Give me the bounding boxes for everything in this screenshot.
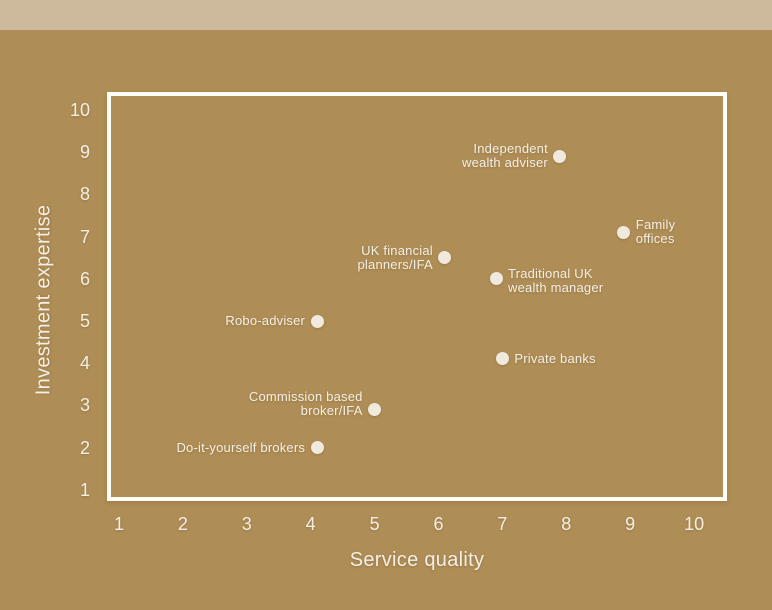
data-point-label-family-offices: Family offices xyxy=(635,217,676,247)
data-point-robo-adviser xyxy=(310,314,324,328)
data-point-family-offices xyxy=(617,225,631,239)
header-band xyxy=(0,0,772,30)
x-tick-label-6: 6 xyxy=(433,514,444,534)
x-tick-label-2: 2 xyxy=(177,514,188,534)
x-tick-label-9: 9 xyxy=(625,514,636,534)
data-point-label-independent-wealth-adviser: Independent wealth adviser xyxy=(462,141,548,171)
y-tick-label-4: 4 xyxy=(79,353,90,374)
data-point-label-private-banks: Private banks xyxy=(514,350,596,366)
x-tick-label-8: 8 xyxy=(561,514,572,534)
data-point-independent-wealth-adviser xyxy=(553,149,567,163)
data-point-do-it-yourself-brokers xyxy=(310,441,324,455)
data-point-private-banks xyxy=(495,352,509,366)
x-tick-label-1: 1 xyxy=(113,514,124,534)
plot-frame xyxy=(107,92,727,501)
data-point-label-robo-adviser: Robo-adviser xyxy=(225,313,306,328)
y-tick-label-8: 8 xyxy=(79,184,90,205)
data-point-commission-based-broker-ifa xyxy=(368,403,382,417)
data-point-label-traditional-uk-wealth-manager: Traditional UK wealth manager xyxy=(508,265,604,295)
x-tick-label-4: 4 xyxy=(305,514,316,534)
y-tick-label-10: 10 xyxy=(69,100,90,120)
data-point-label-uk-financial-planners-ifa: UK financial planners/IFA xyxy=(357,242,433,272)
data-point-traditional-uk-wealth-manager xyxy=(489,272,503,286)
y-tick-label-9: 9 xyxy=(79,142,90,163)
x-tick-label-10: 10 xyxy=(684,514,705,534)
plot-area: Independent wealth adviser Family offices UK… xyxy=(111,96,723,497)
data-point-label-commission-based-broker-ifa: Commission based broker/IFA xyxy=(248,388,363,418)
data-point-label-do-it-yourself-brokers: Do-it-yourself brokers xyxy=(176,439,306,455)
y-tick-label-3: 3 xyxy=(79,395,90,416)
y-tick-label-7: 7 xyxy=(79,226,90,247)
y-tick-label-2: 2 xyxy=(79,437,90,458)
data-point-uk-financial-planners-ifa xyxy=(438,251,452,265)
y-tick-label-6: 6 xyxy=(79,268,90,289)
y-tick-label-1: 1 xyxy=(79,479,90,500)
y-tick-label-5: 5 xyxy=(79,311,90,331)
x-tick-label-7: 7 xyxy=(497,514,508,534)
x-tick-label-3: 3 xyxy=(241,514,252,534)
x-tick-label-5: 5 xyxy=(369,514,380,534)
x-axis-title: Service quality xyxy=(349,549,485,571)
